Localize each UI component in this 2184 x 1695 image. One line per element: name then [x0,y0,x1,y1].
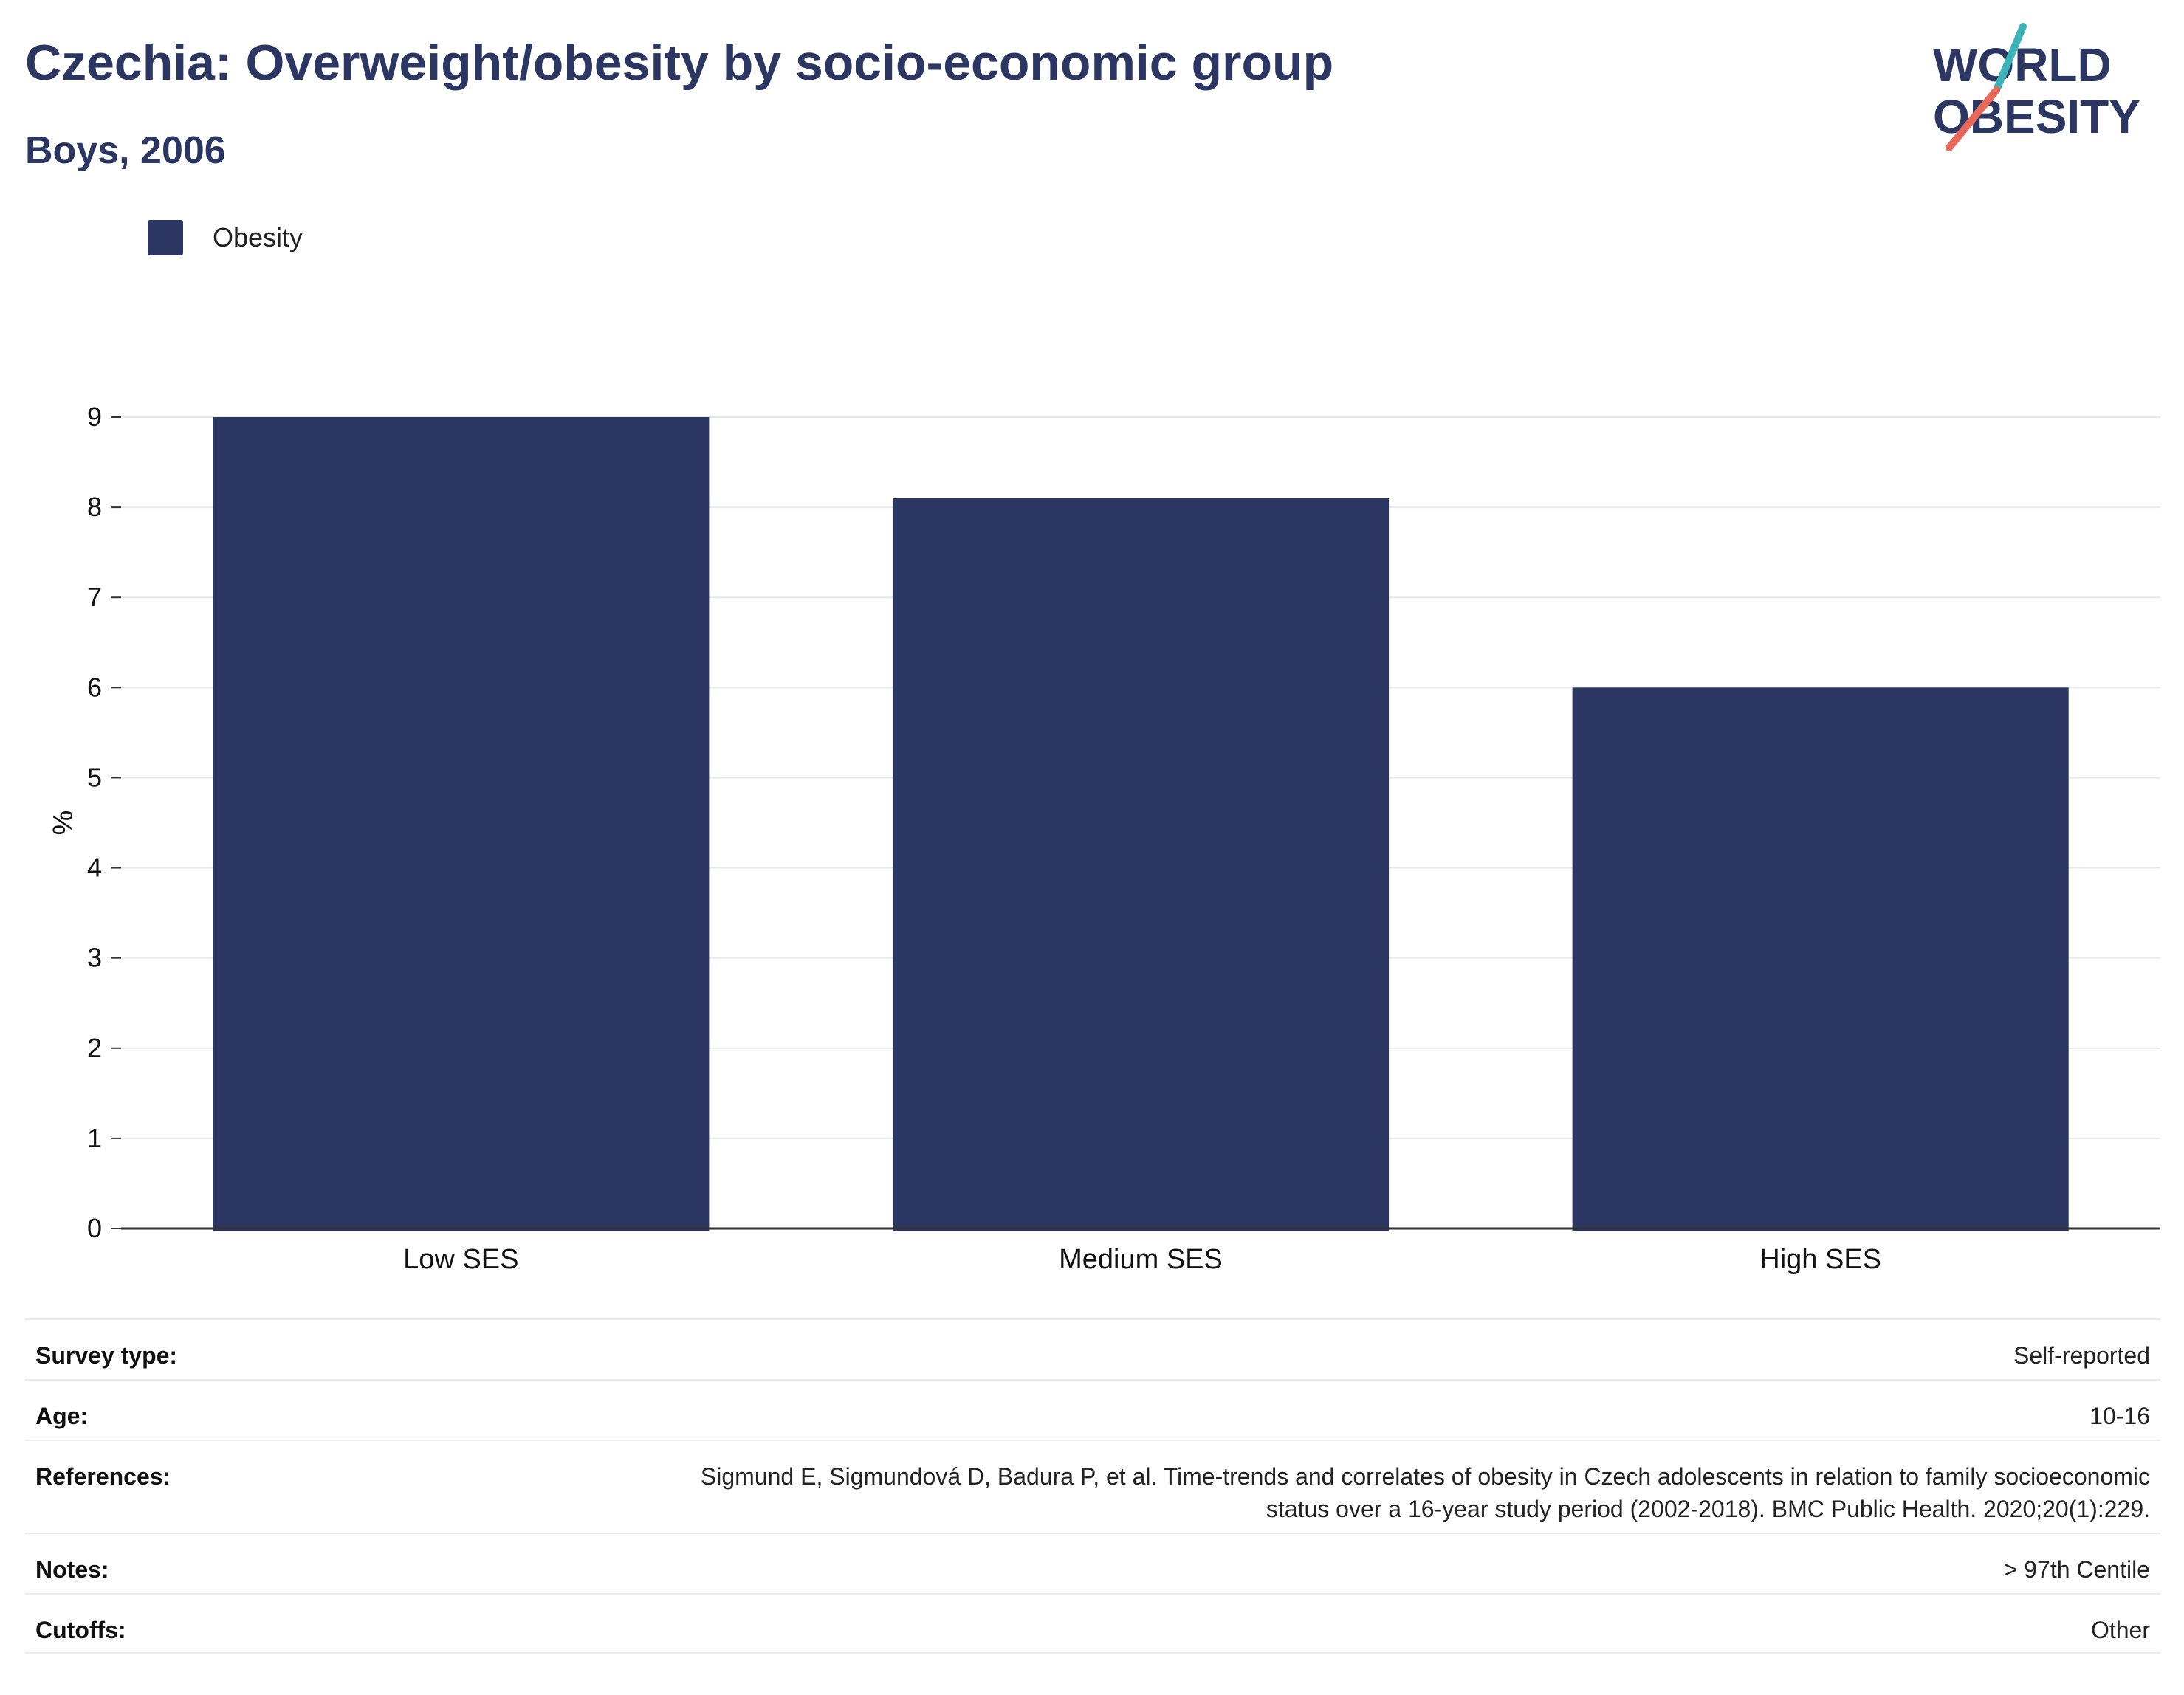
y-tick-label: 8 [87,492,102,522]
chart-subtitle: Boys, 2006 [25,129,226,172]
y-tick-label: 0 [87,1213,102,1243]
notes-label: Notes: [35,1556,109,1583]
cutoffs-label: Cutoffs: [35,1617,126,1643]
survey-type-value: Self-reported [2013,1342,2150,1369]
legend-swatch-obesity [148,220,183,255]
meta-row-age: Age: 10-16 [25,1379,2160,1440]
y-tick-label: 2 [87,1033,102,1063]
y-tick-label: 1 [87,1123,102,1153]
world-obesity-logo: WORLD OBESITY [1933,23,2140,151]
legend[interactable]: Obesity [148,220,303,255]
meta-row-cutoffs: Cutoffs: Other [25,1593,2160,1654]
y-tick-label: 6 [87,672,102,702]
references-label: References: [35,1463,171,1490]
chart-title: Czechia: Overweight/obesity by socio-eco… [25,35,1334,91]
survey-type-label: Survey type: [35,1342,178,1369]
meta-row-survey-type: Survey type: Self-reported [25,1318,2160,1379]
meta-row-notes: Notes: > 97th Centile [25,1533,2160,1593]
legend-label-obesity: Obesity [213,222,303,252]
metadata-table: Survey type: Self-reported Age: 10-16 Re… [25,1318,2160,1654]
bar-chart: 0 1 2 3 4 5 6 7 8 9% Low SES Medium SES High SES [47,402,2160,1275]
y-tick-label: 7 [87,582,102,612]
y-tick-label: 4 [87,853,102,883]
notes-value: > 97th Centile [2003,1556,2150,1583]
bar-low-ses [213,417,710,1231]
age-value: 10-16 [2089,1403,2150,1429]
x-tick-label: Medium SES [1059,1244,1223,1275]
svg-text:WORLD: WORLD [1933,38,2112,92]
cutoffs-value: Other [2090,1617,2150,1643]
bar-high-ses [1572,687,2069,1231]
y-tick-label: 5 [87,762,102,792]
y-axis-label: % [47,811,78,836]
x-tick-label: Low SES [403,1244,518,1275]
y-tick-label: 9 [87,402,102,432]
bar-medium-ses [892,498,1390,1231]
age-label: Age: [35,1403,89,1429]
y-tick-label: 3 [87,943,102,973]
references-value: Sigmund E, Sigmundová D, Badura P, et al… [700,1463,2150,1522]
svg-text:OBESITY: OBESITY [1933,90,2140,143]
x-tick-label: High SES [1759,1244,1881,1275]
meta-row-references: References: Sigmund E, Sigmundová D, Bad… [25,1440,2160,1533]
